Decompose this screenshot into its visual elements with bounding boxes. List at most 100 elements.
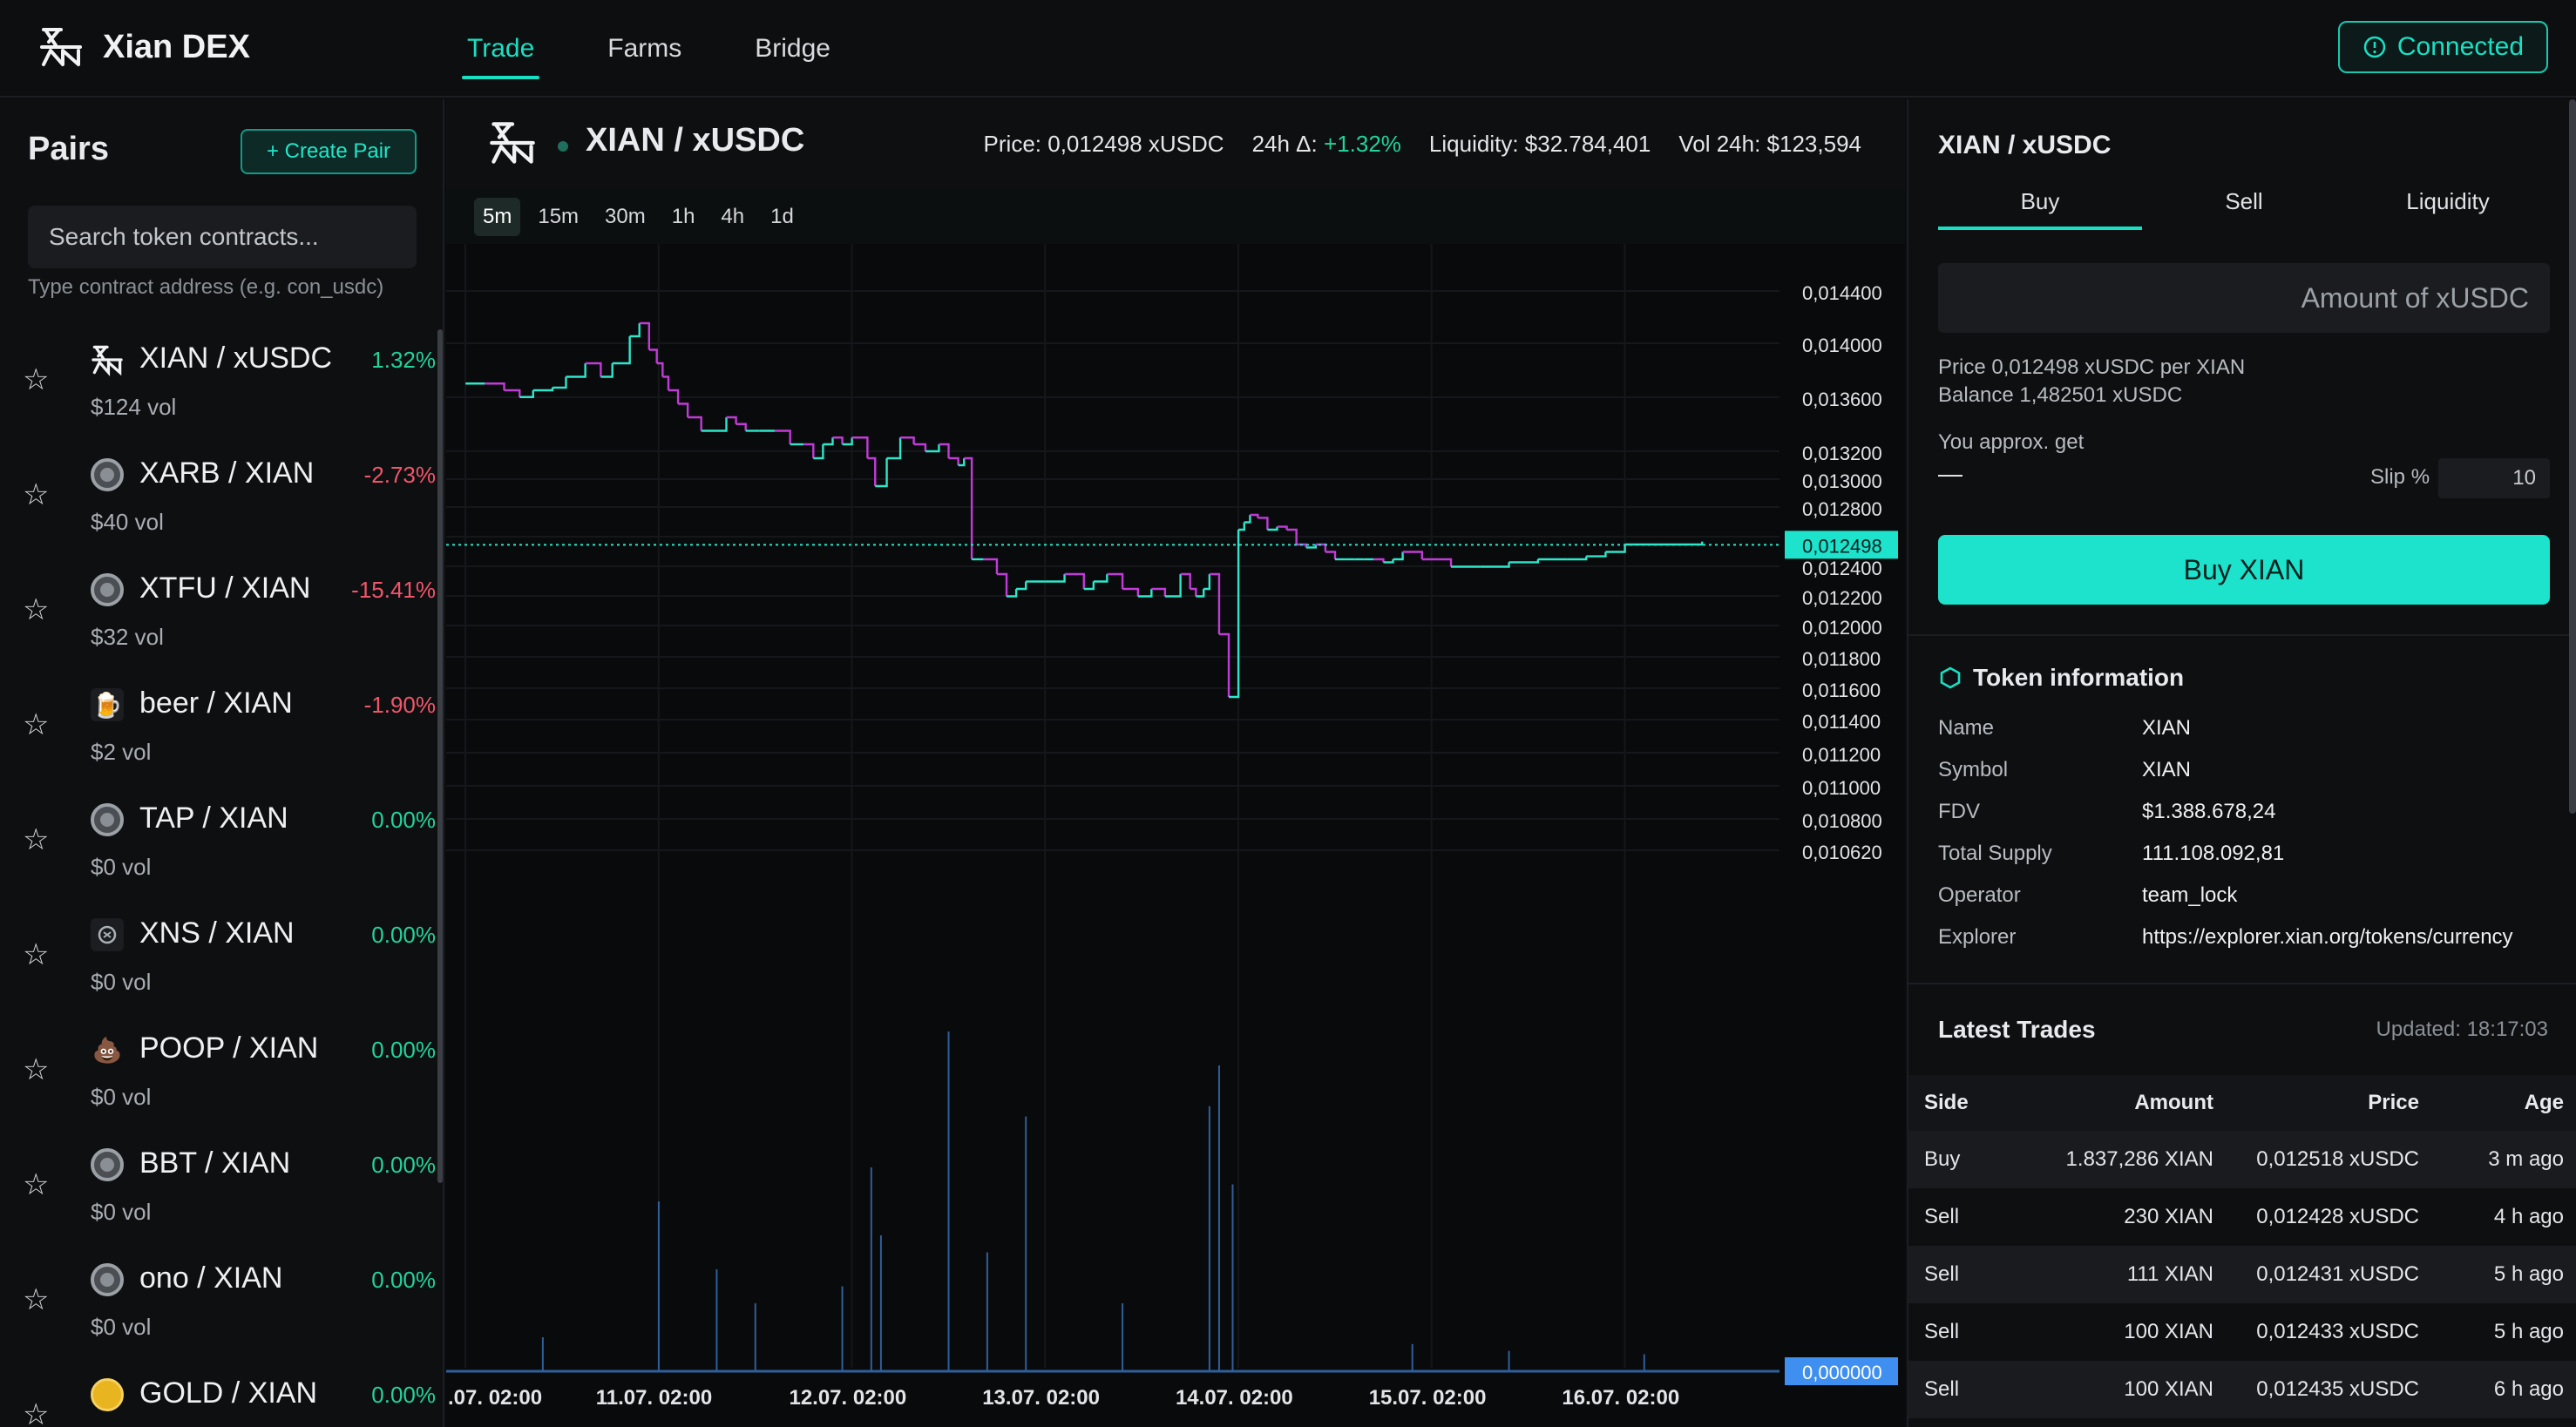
poop-icon: 💩 xyxy=(92,1036,123,1064)
amount-input[interactable]: Amount of xUSDC xyxy=(1938,263,2550,333)
divider xyxy=(1908,634,2576,636)
star-icon[interactable]: ☆ xyxy=(23,1398,50,1427)
pair-row-xtfu-xian[interactable]: ☆ XTFU / XIAN $32 vol -15.41% xyxy=(0,559,436,674)
trade-tabs: Buy Sell Liquidity xyxy=(1938,176,2550,230)
explorer-link[interactable]: https://explorer.xian.org/tokens/currenc… xyxy=(2142,925,2513,949)
table-row: Buy 1.837,286 XIAN 0,012518 xUSDC 3 m ag… xyxy=(1908,1131,2576,1188)
pair-name: XARB / XIAN xyxy=(139,457,315,490)
star-icon[interactable]: ☆ xyxy=(23,1168,50,1201)
pair-row-xarb-xian[interactable]: ☆ XARB / XIAN $40 vol -2.73% xyxy=(0,444,436,559)
price-line-segment xyxy=(629,323,641,338)
star-icon[interactable]: ☆ xyxy=(23,593,50,626)
timeframe-5m[interactable]: 5m xyxy=(474,198,521,236)
pair-row-poop-xian[interactable]: ☆ 💩 POOP / XIAN $0 vol 0.00% xyxy=(0,1019,436,1134)
nav-trade[interactable]: Trade xyxy=(462,22,540,79)
pair-row-beer-xian[interactable]: ☆ 🍺 beer / XIAN $2 vol -1.90% xyxy=(0,674,436,789)
token-info-key: Symbol xyxy=(1938,758,2009,781)
token-info-row: Total Supply 111.108.092,81 xyxy=(1938,842,2566,883)
slippage-input[interactable]: 10 xyxy=(2438,458,2550,498)
grey-token-icon xyxy=(91,1263,124,1296)
y-tick-label: 0,012400 xyxy=(1802,558,1882,579)
create-pair-button[interactable]: + Create Pair xyxy=(241,129,417,174)
token-info-list: Name XIAN Symbol XIAN FDV $1.388.678,24 Tot… xyxy=(1938,716,2566,967)
pair-name: XNS / XIAN xyxy=(139,916,295,950)
star-icon[interactable]: ☆ xyxy=(23,478,50,511)
tab-liquidity[interactable]: Liquidity xyxy=(2406,188,2490,214)
pair-change: 0.00% xyxy=(371,922,436,948)
y-tick-label: 0,012800 xyxy=(1802,498,1882,520)
nav-bridge[interactable]: Bridge xyxy=(755,34,830,63)
col-price: Price xyxy=(2213,1075,2419,1131)
nav-farms[interactable]: Farms xyxy=(607,34,682,63)
pair-row-xns-xian[interactable]: ☆ XNS / XIAN $0 vol 0.00% xyxy=(0,904,436,1019)
trade-amount: 111 XIAN xyxy=(2004,1246,2213,1303)
trade-panel-scrollbar[interactable] xyxy=(2569,99,2576,814)
y-tick-label: 0,010800 xyxy=(1802,810,1882,832)
change-label: 24h Δ: xyxy=(1251,131,1318,157)
buy-button[interactable]: Buy XIAN xyxy=(1938,535,2550,605)
tab-buy[interactable]: Buy xyxy=(1938,176,2142,230)
x-tick-label: 16.07. 02:00 xyxy=(1562,1386,1679,1410)
token-info-row: Name XIAN xyxy=(1938,716,2566,758)
star-icon[interactable]: ☆ xyxy=(23,1283,50,1316)
trade-age: 3 m ago xyxy=(2419,1131,2576,1188)
star-icon[interactable]: ☆ xyxy=(23,1053,50,1086)
price-line-segment xyxy=(842,437,853,446)
x-tick-label: 11.07. 02:00 xyxy=(596,1386,712,1410)
star-icon[interactable]: ☆ xyxy=(23,938,50,971)
star-icon[interactable]: ☆ xyxy=(23,363,50,396)
price-line-segment xyxy=(1209,572,1221,634)
price-chart[interactable]: 0,014400 0,014000 0,013600 0,013200 0,013000… xyxy=(446,244,1905,1427)
trade-amount: 100 XIAN xyxy=(2004,1361,2213,1418)
app-logo[interactable]: Xian DEX xyxy=(38,24,250,70)
tab-sell[interactable]: Sell xyxy=(2225,188,2263,214)
y-tick-label: 0,013600 xyxy=(1802,389,1882,410)
grey-token-icon xyxy=(91,1148,124,1181)
trade-panel-title: XIAN / xUSDC xyxy=(1938,131,2112,159)
token-info-value: 111.108.092,81 xyxy=(2142,842,2285,865)
timeframe-1h[interactable]: 1h xyxy=(671,205,695,228)
current-price-tag xyxy=(1785,531,1898,559)
trade-price: 0,012435 xUSDC xyxy=(2213,1361,2419,1418)
connected-button[interactable]: Connected xyxy=(2337,21,2548,73)
pair-row-ono-xian[interactable]: ☆ ono / XIAN $0 vol 0.00% xyxy=(0,1249,436,1364)
timeframe-1d[interactable]: 1d xyxy=(770,205,794,228)
slippage-label: Slip % xyxy=(2370,465,2430,489)
pair-row-bbt-xian[interactable]: ☆ BBT / XIAN $0 vol 0.00% xyxy=(0,1134,436,1249)
pair-row-xian-xusdc[interactable]: ☆ XIAN / xUSDC $124 vol 1.32% xyxy=(0,329,436,444)
table-row: Sell 111 XIAN 0,012431 xUSDC 5 h ago xyxy=(1908,1246,2576,1303)
token-info-value: team_lock xyxy=(2142,883,2238,907)
trade-side: Sell xyxy=(1908,1361,2004,1418)
star-icon[interactable]: ☆ xyxy=(23,823,50,856)
timeframe-15m[interactable]: 15m xyxy=(538,205,580,228)
timeframe-30m[interactable]: 30m xyxy=(605,205,646,228)
price-line-segment xyxy=(1383,559,1394,564)
pair-row-tap-xian[interactable]: ☆ TAP / XIAN $0 vol 0.00% xyxy=(0,789,436,904)
price-chart-svg[interactable]: 0,014400 0,014000 0,013600 0,013200 0,013000… xyxy=(446,244,1905,1427)
pair-volume: $2 vol xyxy=(91,739,152,765)
price-line-segment xyxy=(1122,587,1140,597)
star-icon[interactable]: ☆ xyxy=(23,708,50,741)
approx-value: — xyxy=(1938,460,1963,487)
token-info-value: XIAN xyxy=(2142,758,2192,781)
search-input[interactable] xyxy=(28,206,417,268)
y-tick-label: 0,014000 xyxy=(1802,335,1882,356)
price-line-segment xyxy=(1508,559,1540,564)
pair-row-gold-xian[interactable]: ☆ GOLD / XIAN 0.00% xyxy=(0,1364,436,1427)
sidebar-scrollbar[interactable] xyxy=(437,329,443,1183)
price-info: Price 0,012498 xUSDC per XIAN Balance 1,… xyxy=(1938,354,2245,409)
pair-name: XTFU / XIAN xyxy=(139,571,311,605)
y-tick-label: 0,011600 xyxy=(1802,680,1881,701)
trade-side: Buy xyxy=(1908,1131,2004,1188)
price-line-segment xyxy=(688,416,702,431)
price-line-segment xyxy=(1180,572,1191,589)
pair-volume: $124 vol xyxy=(91,394,177,420)
price-line-segment xyxy=(851,436,869,458)
timeframe-4h[interactable]: 4h xyxy=(721,205,745,228)
price-line-segment xyxy=(964,457,973,559)
pairs-title: Pairs xyxy=(28,131,109,167)
timeframe-selector: 5m 15m 30m 1h 4h 1d xyxy=(446,190,1905,244)
col-side: Side xyxy=(1908,1075,2004,1131)
price-line-segment xyxy=(485,382,505,390)
y-tick-label: 0,011400 xyxy=(1802,711,1881,733)
